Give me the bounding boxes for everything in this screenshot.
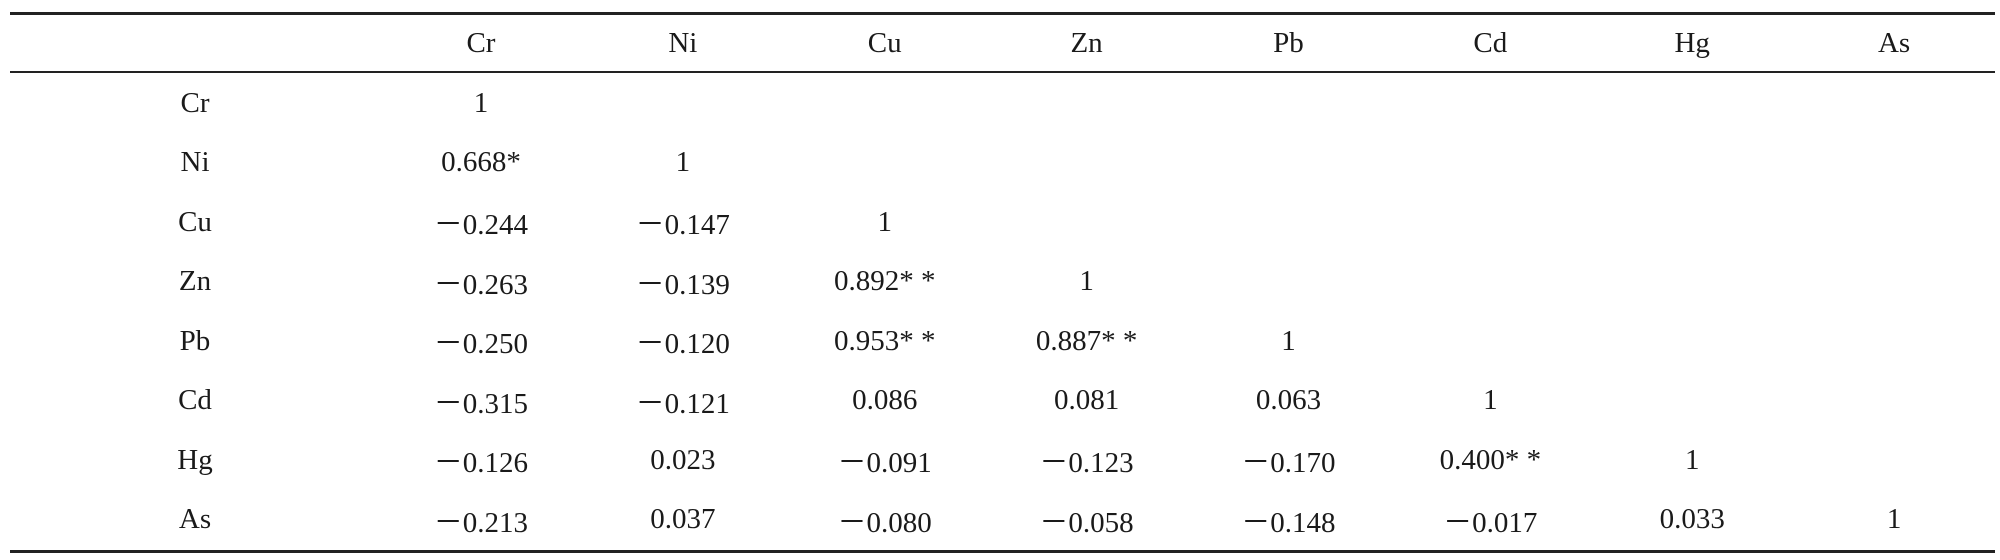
table-cell: 0.400* * — [1439, 443, 1542, 476]
table-cell: －0.250 — [433, 328, 529, 361]
table-cell — [1188, 72, 1390, 133]
table-cell: 1 — [675, 146, 691, 179]
table-cell: 1 — [1684, 443, 1700, 476]
row-label: Cu — [178, 205, 212, 238]
table-cell: －0.148 — [1241, 506, 1336, 539]
table-cell: －0.121 — [635, 387, 730, 420]
table-cell: －0.120 — [635, 328, 730, 361]
table-cell: －0.147 — [635, 209, 730, 242]
column-header-ni: Ni — [668, 26, 698, 59]
table-cell — [1591, 133, 1793, 193]
table-row-cu: Cu －0.244 －0.147 1 — [10, 193, 1995, 253]
table-cell: －0.123 — [1039, 447, 1134, 480]
table-cell — [1389, 193, 1591, 253]
table-row-pb: Pb －0.250 －0.120 0.953* * 0.887* * 1 — [10, 312, 1995, 372]
table-cell — [1188, 133, 1390, 193]
table-cell: －0.126 — [433, 447, 529, 480]
correlation-matrix-table: Cr Ni Cu Zn Pb Cd Hg As Cr 1 — [10, 12, 1995, 553]
column-header-as: As — [1877, 26, 1911, 59]
table-cell — [1188, 252, 1390, 312]
table-cell — [1793, 72, 1995, 133]
table-cell: －0.080 — [837, 506, 932, 539]
table-cell — [1793, 193, 1995, 253]
table-cell: 0.081 — [1053, 384, 1120, 417]
column-header-cr: Cr — [466, 26, 496, 59]
table-cell: 1 — [1483, 384, 1498, 417]
table-cell: －0.017 — [1443, 506, 1538, 539]
table-cell — [986, 72, 1188, 133]
table-cell — [1389, 312, 1591, 372]
table-cell: 1 — [1886, 503, 1902, 536]
table-cell: 0.892* * — [833, 265, 936, 298]
table-cell — [784, 133, 986, 193]
table-cell: －0.091 — [837, 447, 932, 480]
column-header-cd: Cd — [1473, 26, 1508, 59]
column-header-zn: Zn — [1070, 26, 1103, 59]
table-cell — [1389, 133, 1591, 193]
table-cell — [582, 72, 784, 133]
table-cell — [1389, 72, 1591, 133]
table-cell — [986, 193, 1188, 253]
table-cell: －0.213 — [433, 506, 529, 539]
corner-cell — [10, 14, 380, 73]
table-cell: 1 — [1281, 324, 1296, 357]
table-cell: 0.033 — [1659, 503, 1725, 536]
table-cell: －0.139 — [635, 268, 730, 301]
table-cell: 0.086 — [852, 384, 918, 417]
table-row-zn: Zn －0.263 －0.139 0.892* * 1 — [10, 252, 1995, 312]
table-cell: －0.263 — [433, 268, 529, 301]
table-row-cd: Cd －0.315 －0.121 0.086 0.081 0.063 1 — [10, 371, 1995, 431]
column-header-cu: Cu — [867, 26, 902, 59]
table-cell — [1591, 312, 1793, 372]
table-cell: 0.953* * — [833, 324, 936, 357]
table-cell — [1793, 252, 1995, 312]
row-label: As — [178, 503, 212, 536]
table-cell — [1389, 252, 1591, 312]
row-label: Pb — [179, 324, 211, 357]
table-cell — [1591, 371, 1793, 431]
table-cell: －0.170 — [1241, 447, 1336, 480]
row-label: Hg — [177, 443, 213, 476]
header-row: Cr Ni Cu Zn Pb Cd Hg As — [10, 13, 1995, 73]
table-row-hg: Hg －0.126 0.023 －0.091 －0.123 －0.170 0.4… — [10, 431, 1995, 491]
table-cell: －0.058 — [1039, 506, 1134, 539]
table-cell — [1793, 133, 1995, 193]
table-cell — [1591, 252, 1793, 312]
column-header-hg: Hg — [1674, 26, 1710, 59]
table-cell: 0.668* — [441, 146, 521, 179]
table-cell: 0.037 — [650, 503, 716, 536]
table-cell: 1 — [473, 86, 489, 119]
column-header-pb: Pb — [1273, 26, 1304, 59]
table-row-cr: Cr 1 — [10, 72, 1995, 133]
table-cell — [986, 133, 1188, 193]
table-row-as: As －0.213 0.037 －0.080 －0.058 －0.148 －0.… — [10, 490, 1995, 551]
correlation-table-container: Cr Ni Cu Zn Pb Cd Hg As Cr 1 — [10, 12, 1995, 553]
row-label: Zn — [178, 265, 212, 298]
table-cell — [1188, 193, 1390, 253]
row-label: Ni — [180, 146, 210, 179]
table-cell: 0.887* * — [1035, 324, 1138, 357]
table-cell: 0.063 — [1255, 384, 1322, 417]
table-cell — [1793, 371, 1995, 431]
table-cell: 1 — [1079, 265, 1094, 298]
table-cell: 0.023 — [650, 443, 716, 476]
table-cell — [1591, 72, 1793, 133]
row-label: Cd — [178, 384, 212, 417]
table-cell: －0.244 — [433, 209, 529, 242]
table-row-ni: Ni 0.668* 1 — [10, 133, 1995, 193]
table-cell — [1793, 312, 1995, 372]
table-cell — [784, 72, 986, 133]
row-label: Cr — [180, 86, 210, 119]
table-cell — [1591, 193, 1793, 253]
table-cell: 1 — [877, 205, 892, 238]
table-cell — [1793, 431, 1995, 491]
table-cell: －0.315 — [433, 387, 529, 420]
